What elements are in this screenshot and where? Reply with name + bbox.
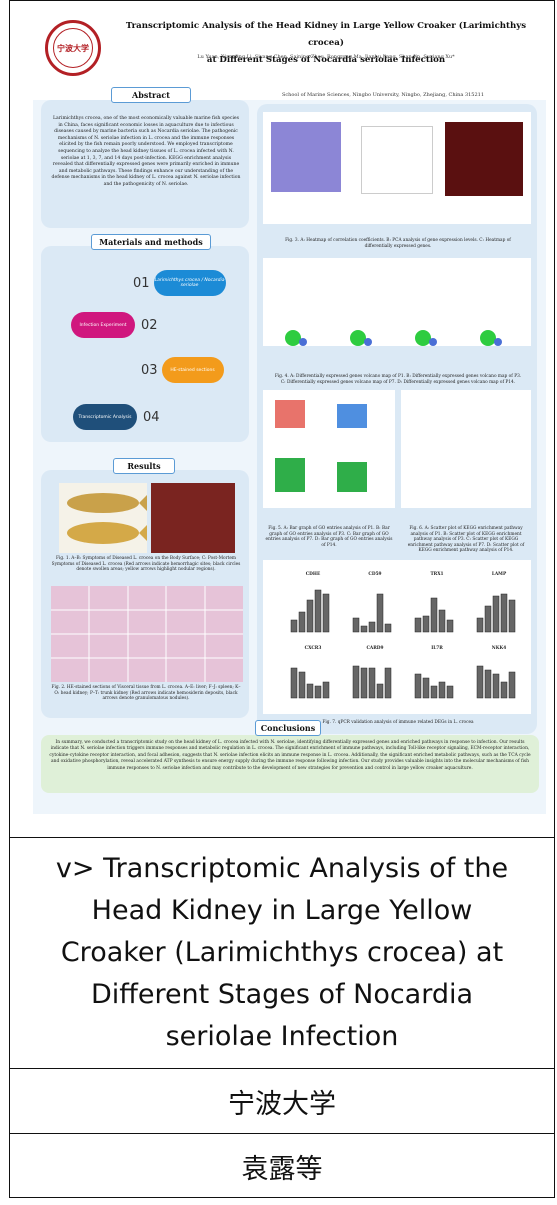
abstract-panel bbox=[41, 100, 249, 228]
fish-illustration bbox=[67, 493, 147, 544]
conclusions-panel bbox=[41, 735, 539, 793]
poster-table: 宁波大学 Transcriptomic Analysis of the Head… bbox=[9, 0, 555, 1198]
work-title: v> Transcriptomic Analysis of the Head K… bbox=[55, 853, 509, 1052]
results-heading: Results bbox=[113, 458, 175, 474]
fig6-panel bbox=[401, 390, 531, 508]
fig5-panel bbox=[263, 390, 395, 508]
fig2-he-sections bbox=[51, 586, 243, 682]
methods-heading: Materials and methods bbox=[91, 234, 211, 250]
abstract-text: Larimichthys crocea, one of the most eco… bbox=[51, 116, 241, 187]
fig3-panel bbox=[263, 112, 531, 224]
fig4-panel bbox=[263, 258, 531, 346]
method-num-4: 04 bbox=[143, 409, 160, 425]
fig5-caption: Fig. 5. A: Bar graph of GO entries analy… bbox=[265, 526, 393, 548]
poster-title-line1: Transcriptomic Analysis of the Head Kidn… bbox=[125, 21, 527, 48]
poster-title: Transcriptomic Analysis of the Head Kidn… bbox=[111, 18, 541, 69]
institution-row: 宁波大学 bbox=[10, 1069, 554, 1134]
logo-text: 宁波大学 bbox=[53, 28, 93, 68]
he-grid bbox=[51, 586, 243, 682]
fig7-gene-6: CARD9 bbox=[366, 646, 384, 651]
fig2-caption: Fig. 2. HE-stained sections of Visceral … bbox=[51, 685, 241, 701]
method-step-4: Transcriptomic Analysis 04 bbox=[73, 404, 160, 430]
authors-name: 袁露等 bbox=[241, 1154, 323, 1185]
conclusions-heading: Conclusions bbox=[255, 720, 321, 736]
go-bar-graphs bbox=[275, 400, 367, 492]
method-num-2: 02 bbox=[141, 317, 158, 333]
method-label-1: Larimichthys crocea / Nocardia seriolae bbox=[153, 270, 226, 296]
fig1-caption: Fig. 1. A–B: Symptoms of Diseased L. cro… bbox=[51, 556, 241, 572]
method-label-4: Transcriptomic Analysis bbox=[73, 404, 137, 430]
method-step-1: 01 Larimichthys crocea / Nocardia seriol… bbox=[133, 270, 226, 296]
fig7-panel: CDHE CD59 TRX1 LAMP CXCR3 CARD9 IL7R NKK… bbox=[263, 560, 531, 714]
institution-name: 宁波大学 bbox=[228, 1088, 336, 1120]
poster-image: 宁波大学 Transcriptomic Analysis of the Head… bbox=[33, 8, 546, 814]
qpcr-bars bbox=[290, 589, 516, 699]
authors-row: 袁露等 bbox=[10, 1134, 554, 1199]
fig7-gene-2: CD59 bbox=[368, 572, 382, 577]
poster-authors: Lu Yuan, Xiangling Li, Siyang Chen, Sain… bbox=[197, 54, 455, 60]
fig7-gene-7: IL7R bbox=[431, 646, 443, 651]
fig4-caption: Fig. 4. A: Differentially expressed gene… bbox=[274, 374, 522, 385]
method-label-2: Infection Experiment bbox=[71, 312, 135, 338]
pca-plot bbox=[361, 126, 433, 194]
fig1-dissection-photo bbox=[151, 483, 235, 553]
university-logo: 宁波大学 bbox=[45, 20, 101, 76]
poster-title-line2: at Different Stages of Nocardia seriolae… bbox=[206, 55, 446, 65]
deg-heatmap bbox=[445, 122, 523, 196]
fig7-gene-4: LAMP bbox=[491, 572, 507, 577]
fig7-gene-1: CDHE bbox=[305, 572, 321, 577]
method-num-3: 03 bbox=[141, 362, 158, 378]
fig7-gene-8: NKK4 bbox=[491, 646, 507, 651]
method-label-3: HE-stained sections bbox=[161, 357, 224, 383]
conclusions-text: In summary, we conducted a transcriptomi… bbox=[49, 740, 531, 771]
volcano-plots bbox=[285, 330, 502, 346]
method-step-3: 03 HE-stained sections bbox=[141, 357, 224, 383]
abstract-heading: Abstract bbox=[111, 87, 191, 103]
poster-row: 宁波大学 Transcriptomic Analysis of the Head… bbox=[10, 1, 554, 838]
fig7-gene-5: CXCR3 bbox=[304, 646, 322, 651]
method-step-2: Infection Experiment 02 bbox=[71, 312, 158, 338]
fig1-fish-photos bbox=[59, 483, 147, 553]
fig7-gene-3: TRX1 bbox=[430, 572, 444, 577]
title-row: v> Transcriptomic Analysis of the Head K… bbox=[10, 838, 554, 1069]
fig7-caption: Fig. 7. qPCR validation analysis of immu… bbox=[322, 720, 474, 725]
fig3-caption: Fig. 3. A: Heatmap of correlation coeffi… bbox=[285, 238, 511, 249]
correlation-heatmap bbox=[271, 122, 341, 192]
method-num-1: 01 bbox=[133, 275, 150, 291]
poster-affiliation: School of Marine Sciences, Ningbo Univer… bbox=[281, 92, 485, 98]
poster-header: 宁波大学 Transcriptomic Analysis of the Head… bbox=[33, 8, 546, 100]
fig6-caption: Fig. 6. A: Scatter plot of KEGG enrichme… bbox=[407, 526, 525, 553]
